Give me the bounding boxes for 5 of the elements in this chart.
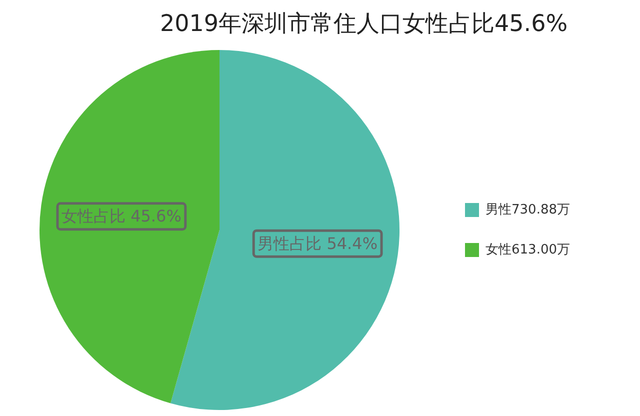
- legend-label: 男性730.88万: [486, 202, 570, 218]
- chart-title: 2019年深圳市常住人口女性占比45.6%: [160, 10, 568, 39]
- data-label: 女性占比 45.6%: [61, 206, 182, 226]
- data-label: 男性占比 54.4%: [258, 234, 378, 253]
- legend-label: 女性613.00万: [486, 242, 570, 258]
